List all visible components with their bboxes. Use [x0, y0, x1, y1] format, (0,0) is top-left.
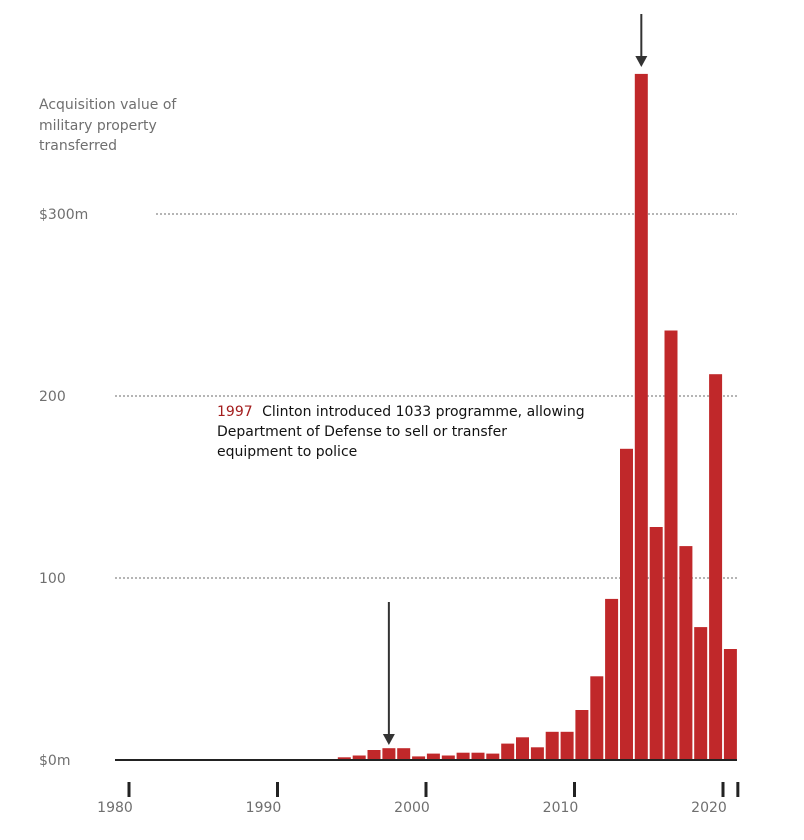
bar-1998	[397, 748, 411, 760]
bar-2008	[545, 731, 559, 760]
y-axis-title-line-1: Acquisition value of	[39, 97, 177, 113]
x-tick-label-2020: 2020	[691, 800, 727, 816]
y-axis-title: Acquisition value of military property t…	[39, 97, 181, 154]
y-tick-label-100: 100	[39, 571, 66, 587]
bar-2003	[471, 752, 485, 760]
annotation-line-3: equipment to police	[217, 444, 357, 460]
annotation-year: 1997	[217, 404, 253, 420]
bar-2015	[649, 527, 663, 760]
bar-2017	[679, 546, 693, 760]
bar-2001	[441, 755, 455, 760]
arrow-2014	[635, 14, 648, 67]
bar-2010	[575, 710, 589, 761]
bar-2012	[605, 598, 619, 760]
x-tick-label-1990: 1990	[246, 800, 282, 816]
bar-2000	[426, 753, 440, 760]
bar-2004	[486, 753, 500, 760]
y-tick-label-200: 200	[39, 389, 66, 405]
bar-2009	[560, 731, 574, 760]
annotation-1997: 1997 Clinton introduced 1033 programme, …	[217, 404, 589, 460]
bar-2013	[620, 448, 633, 760]
bars	[337, 73, 737, 761]
bar-2018	[694, 627, 708, 760]
x-tick-label-1980: 1980	[97, 800, 133, 816]
bar-2014	[634, 73, 648, 760]
bar-1995	[352, 755, 366, 760]
y-tick-label-0: $0m	[39, 753, 70, 769]
arrow-1997	[382, 602, 395, 745]
bar-2006	[516, 737, 529, 761]
bar-1999	[412, 756, 426, 760]
bar-1994	[337, 757, 351, 760]
y-tick-label-300: $300m	[39, 207, 88, 223]
bar-1997	[382, 748, 396, 760]
bar-2011	[590, 676, 604, 760]
bar-2016	[664, 330, 678, 760]
bar-2020	[723, 649, 737, 760]
annotation-line-1: Clinton introduced 1033 programme, allow…	[262, 404, 585, 420]
annotation-arrows	[382, 14, 648, 745]
x-tick-label-2010: 2010	[543, 800, 579, 816]
bar-2002	[456, 752, 470, 760]
y-axis-title-line-3: transferred	[39, 138, 117, 154]
y-axis-title-line-2: military property	[39, 118, 157, 134]
bar-2005	[501, 743, 515, 760]
bar-2007	[530, 747, 544, 760]
annotation-line-2: Department of Defense to sell or transfe…	[217, 424, 507, 440]
y-tick-labels: $300m 200 100 $0m	[39, 207, 88, 769]
bar-2019	[709, 374, 723, 760]
x-tick-label-2000: 2000	[394, 800, 430, 816]
bar-1996	[367, 750, 381, 760]
x-axis: 1980 1990 2000 2010 2020	[97, 782, 740, 816]
